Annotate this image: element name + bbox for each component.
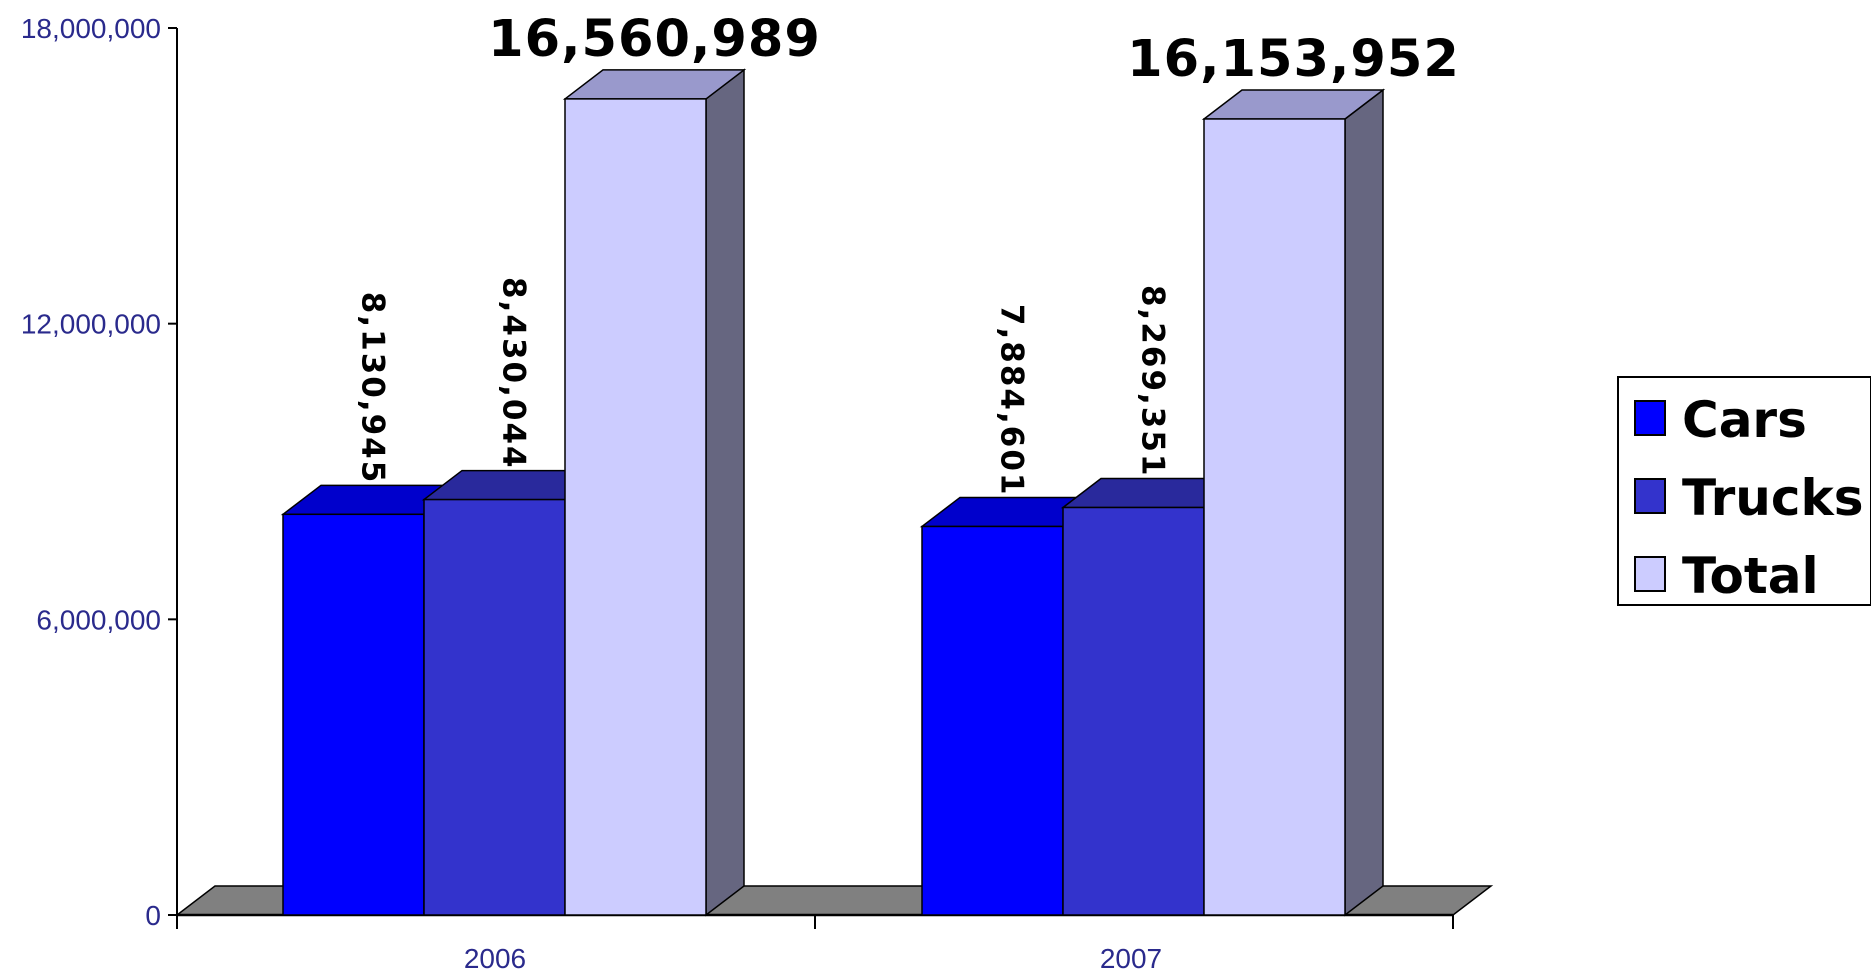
- bar-side: [705, 68, 745, 917]
- y-tick-label: 12,000,000: [21, 309, 161, 340]
- x-tick-label: 2006: [464, 943, 526, 973]
- bar-side: [1344, 88, 1384, 917]
- y-tick-label: 0: [145, 900, 161, 931]
- legend-swatch-trucks: [1634, 478, 1666, 514]
- bar-front: [1203, 118, 1346, 916]
- bar-front: [564, 98, 707, 916]
- data-labels: 8,130,945 8,430,044 16,560,989 7,884,601 8,2…: [355, 10, 1460, 497]
- legend-label-trucks: Trucks: [1682, 469, 1864, 527]
- legend-label-cars: Cars: [1682, 391, 1807, 449]
- bars: [280, 68, 1386, 917]
- legend: Cars Trucks Total: [1617, 376, 1871, 606]
- data-label-trucks: 8,269,351: [1135, 285, 1171, 478]
- legend-swatch-total: [1634, 556, 1666, 592]
- legend-label-total: Total: [1682, 547, 1819, 605]
- bar-front: [282, 513, 425, 916]
- bar-front: [921, 525, 1064, 916]
- y-tick-label: 6,000,000: [36, 604, 161, 635]
- data-label-cars: 8,130,945: [355, 292, 391, 485]
- bar-total-2006: [562, 68, 747, 917]
- data-label-trucks: 8,430,044: [496, 277, 532, 470]
- y-tick-label: 18,000,000: [21, 13, 161, 44]
- y-axis: 0 6,000,000 12,000,000 18,000,000: [21, 13, 178, 931]
- x-tick-label: 2007: [1100, 943, 1162, 973]
- bar-trucks-2006: [421, 469, 606, 916]
- bar-front: [1062, 506, 1205, 916]
- data-label-total: 16,560,989: [488, 10, 821, 69]
- bar-trucks-2007: [1060, 477, 1245, 916]
- bar-total-2007: [1201, 88, 1386, 917]
- data-label-cars: 7,884,601: [994, 304, 1030, 497]
- legend-swatch-cars: [1634, 400, 1666, 436]
- x-axis: 2006 2007: [176, 913, 1454, 973]
- bar-cars-2007: [919, 496, 1104, 916]
- data-label-total: 16,153,952: [1127, 30, 1460, 89]
- bar-front: [423, 498, 566, 916]
